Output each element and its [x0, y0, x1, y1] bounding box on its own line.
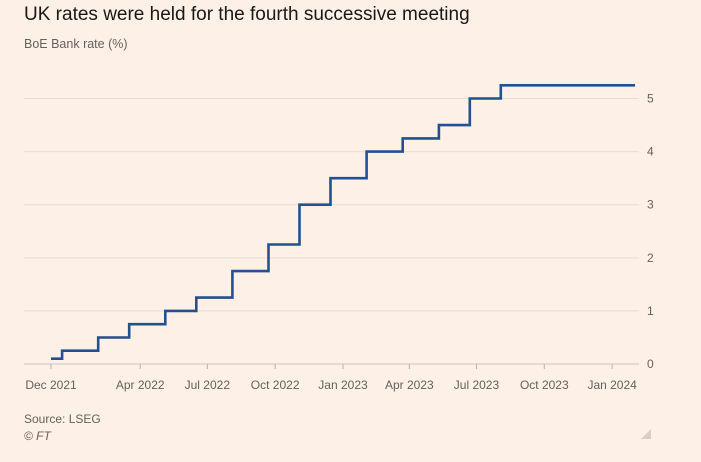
y-tick-label: 1: [647, 304, 654, 318]
y-tick-label: 2: [647, 251, 654, 265]
x-tick-label: Jan 2024: [587, 378, 637, 392]
x-axis: Dec 2021 Apr 2022 Jul 2022 Oct 2022 Jan 2023…: [25, 364, 637, 392]
rate-chart: Dec 2021 Apr 2022 Jul 2022 Oct 2022 Jan 2023…: [24, 84, 654, 392]
x-tick-label: Jul 2022: [185, 378, 231, 392]
x-tick-label: Oct 2023: [520, 378, 569, 392]
bank-rate-line: [51, 84, 635, 360]
copyright-note: © FT: [24, 429, 51, 443]
x-tick-label: Apr 2022: [116, 378, 165, 392]
resize-handle-icon[interactable]: [641, 429, 651, 439]
chart-subtitle: BoE Bank rate (%): [24, 37, 128, 51]
y-tick-label: 4: [647, 145, 654, 159]
grid-layer: [24, 98, 639, 365]
x-tick-label: Jan 2023: [318, 378, 368, 392]
y-tick-label: 5: [647, 92, 654, 106]
source-note: Source: LSEG: [24, 412, 101, 426]
y-tick-label: 3: [647, 198, 654, 212]
chart-title: UK rates were held for the fourth succes…: [24, 4, 470, 25]
y-axis: 0 1 2 3 4 5: [647, 92, 654, 371]
x-tick-label: Oct 2022: [251, 378, 300, 392]
x-tick-label: Dec 2021: [25, 378, 77, 392]
x-tick-label: Jul 2023: [454, 378, 500, 392]
x-tick-label: Apr 2023: [385, 378, 434, 392]
y-tick-label: 0: [647, 357, 654, 371]
